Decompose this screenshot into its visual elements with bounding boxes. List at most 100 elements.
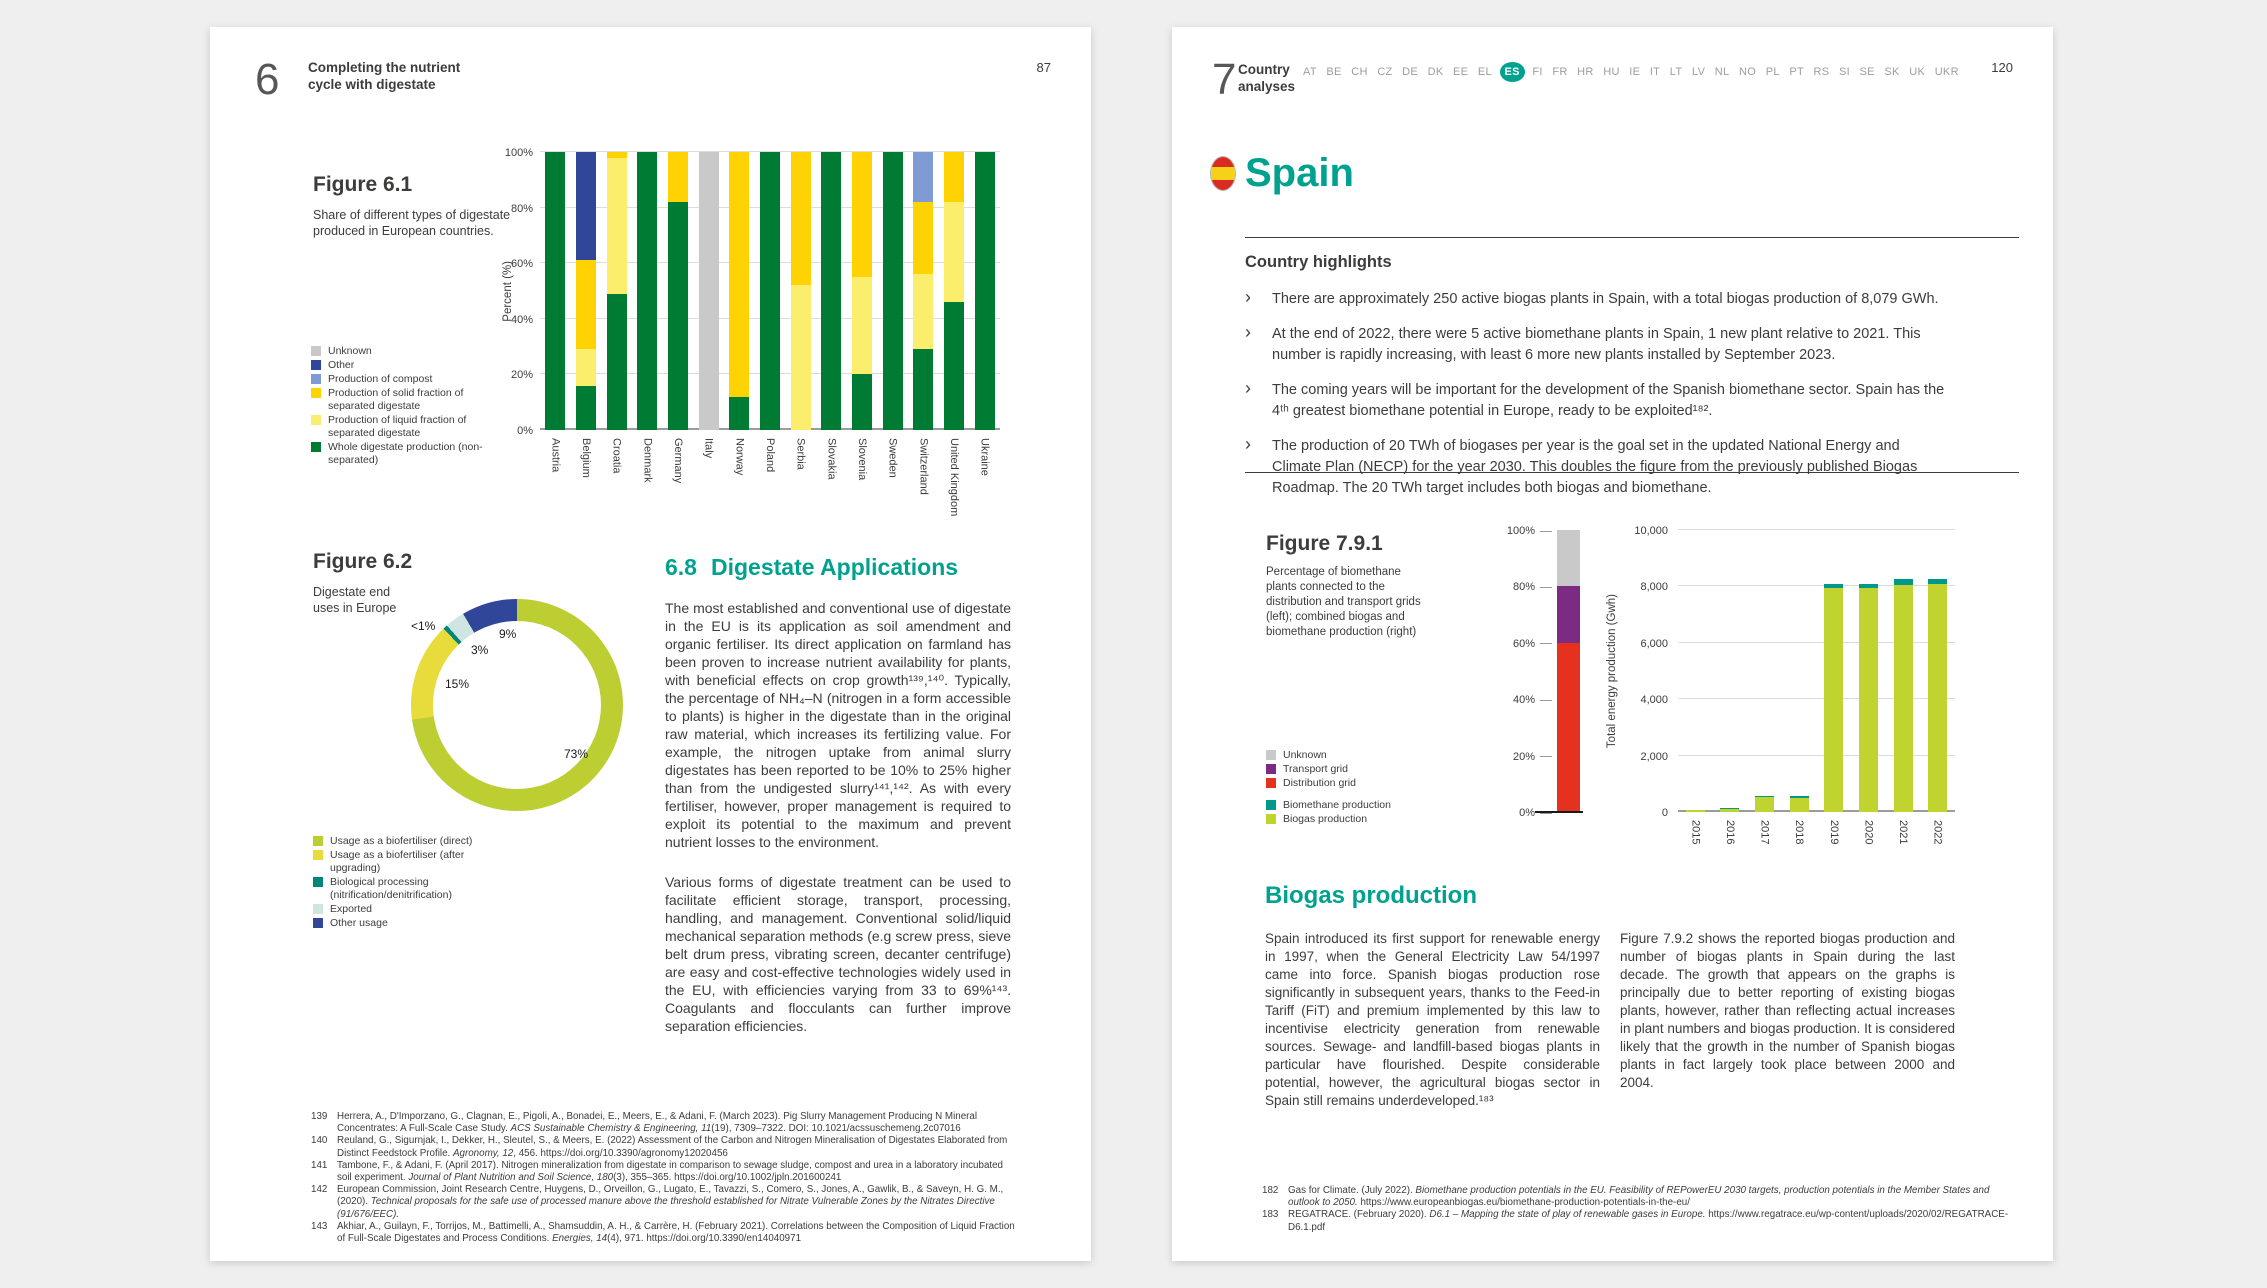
gridline	[1678, 698, 1955, 700]
bar-2015	[1685, 809, 1705, 812]
y-tick: 6,000	[1640, 637, 1668, 650]
bar-segment	[606, 293, 627, 430]
y-tick: 0%	[517, 425, 533, 437]
bar-slot	[969, 152, 1000, 430]
country-code-it: IT	[1649, 66, 1661, 78]
fig62-title: Figure 6.2	[313, 550, 413, 573]
x-label-slot: Ukraine	[969, 438, 1000, 516]
legend-label: Production of liquid fraction of separat…	[328, 414, 467, 439]
bullet-text: At the end of 2022, there were 5 active …	[1272, 326, 1921, 363]
bullet-text: The production of 20 TWh of biogases per…	[1272, 438, 1918, 496]
bar-united-kingdom	[944, 152, 965, 430]
x-label-slot: Norway	[724, 438, 755, 516]
gridline	[1678, 641, 1955, 643]
x-tick-label: Norway	[733, 438, 746, 476]
x-tick-label: Denmark	[641, 438, 654, 483]
x-tick-label: Italy	[702, 438, 715, 459]
bar-slot	[847, 152, 878, 430]
bar-slot	[571, 152, 602, 430]
bar-slot	[755, 152, 786, 430]
x-tick-label: Slovakia	[825, 438, 838, 480]
y-tick: 60%	[510, 258, 533, 271]
bar-segment	[1928, 584, 1948, 812]
legend-label: Other usage	[330, 917, 388, 929]
bar-segment	[1685, 809, 1705, 812]
bar-segment	[545, 152, 566, 430]
x-label-slot: United Kingdom	[939, 438, 970, 516]
x-tick-label: 2018	[1793, 820, 1806, 845]
slice-label-other: 9%	[499, 627, 517, 641]
fig791-right-chart	[1678, 529, 1955, 812]
x-label-slot: 2019	[1817, 820, 1852, 844]
fig791-left-y-ticks: 0% 20% 40% 60% 80% 100%	[1472, 525, 1552, 819]
x-label-slot: Belgium	[571, 438, 602, 516]
bar-slot	[939, 152, 970, 430]
footnote-number: 140	[311, 1135, 328, 1147]
legend-swatch	[1266, 750, 1276, 760]
x-label-slot: Slovakia	[816, 438, 847, 516]
bar-segment	[882, 152, 903, 430]
x-tick-label: Switzerland	[917, 438, 930, 495]
legend-label: Production of compost	[328, 373, 433, 385]
legend-swatch	[1266, 814, 1276, 824]
bar-slot	[1747, 530, 1782, 812]
bar-poland	[760, 152, 781, 430]
bar-segment	[944, 152, 965, 203]
legend-swatch	[313, 836, 323, 846]
legend-label: Biogas production	[1283, 813, 1368, 825]
tick-dash	[1540, 756, 1552, 758]
x-tick-label: Croatia	[610, 438, 623, 474]
x-label-slot: Serbia	[785, 438, 816, 516]
bar-2016	[1720, 808, 1740, 812]
bar-segment	[1893, 578, 1913, 585]
bar-segment-transport-grid	[1557, 586, 1580, 643]
country-code-fi: FI	[1532, 66, 1543, 78]
bar-segment	[944, 302, 965, 430]
bar-segment	[1789, 797, 1809, 812]
bar-segment	[1755, 795, 1775, 798]
chapter-title: Country analyses	[1238, 62, 1296, 94]
footnote: 140 Reuland, G., Sigurnjak, I., Dekker, H…	[311, 1135, 1017, 1159]
x-tick-label: Ukraine	[978, 438, 991, 476]
country-code-pl: PL	[1765, 66, 1780, 78]
bar-segment	[576, 385, 596, 430]
x-tick-label: Slovenia	[856, 438, 869, 481]
biogas-paragraph-left: Spain introduced its first support for r…	[1265, 931, 1600, 1108]
highlight-bullet: › The production of 20 TWh of biogases pe…	[1245, 434, 1947, 499]
x-label-slot: 2017	[1747, 820, 1782, 844]
x-label-slot: Poland	[755, 438, 786, 516]
bar-austria	[545, 152, 566, 430]
bar-slot	[908, 152, 939, 430]
legend-swatch	[1266, 778, 1276, 788]
bar-norway	[729, 152, 750, 430]
bar-segment	[974, 152, 995, 430]
legend-item: Whole digestate production (non-separate…	[311, 441, 521, 467]
country-code-nl: NL	[1714, 66, 1730, 78]
bar-segment-unknown	[1557, 530, 1580, 587]
legend-item: Biomethane production	[1266, 799, 1466, 812]
x-label-slot: Denmark	[632, 438, 663, 516]
country-code-si: SI	[1838, 66, 1850, 78]
bar-2018	[1789, 795, 1809, 812]
legend-swatch	[311, 360, 321, 370]
x-tick-label: 2021	[1897, 820, 1910, 845]
bullet-text: The coming years will be important for t…	[1272, 382, 1945, 419]
y-tick: 80%	[510, 202, 533, 215]
bar-segment	[637, 152, 658, 430]
footnote: 182 Gas for Climate. (July 2022). Biometh…	[1262, 1185, 2022, 1209]
section-number: 6.8	[665, 554, 697, 580]
x-tick-label: 2020	[1862, 820, 1875, 845]
bar-slot	[632, 152, 663, 430]
bar-group	[1678, 530, 1955, 812]
fig791-left-chart	[1557, 530, 1580, 812]
y-tick: 80%	[1513, 581, 1552, 593]
legend-swatch	[1266, 800, 1276, 810]
x-label-slot: Croatia	[601, 438, 632, 516]
y-tick: 4,000	[1640, 694, 1668, 707]
country-code-cz: CZ	[1377, 66, 1393, 78]
bar-switzerland	[913, 152, 934, 430]
x-label-slot: 2015	[1678, 820, 1713, 844]
bar-slot	[1851, 530, 1886, 812]
x-tick-label: 2017	[1758, 820, 1771, 845]
x-tick-label: United Kingdom	[948, 438, 961, 517]
